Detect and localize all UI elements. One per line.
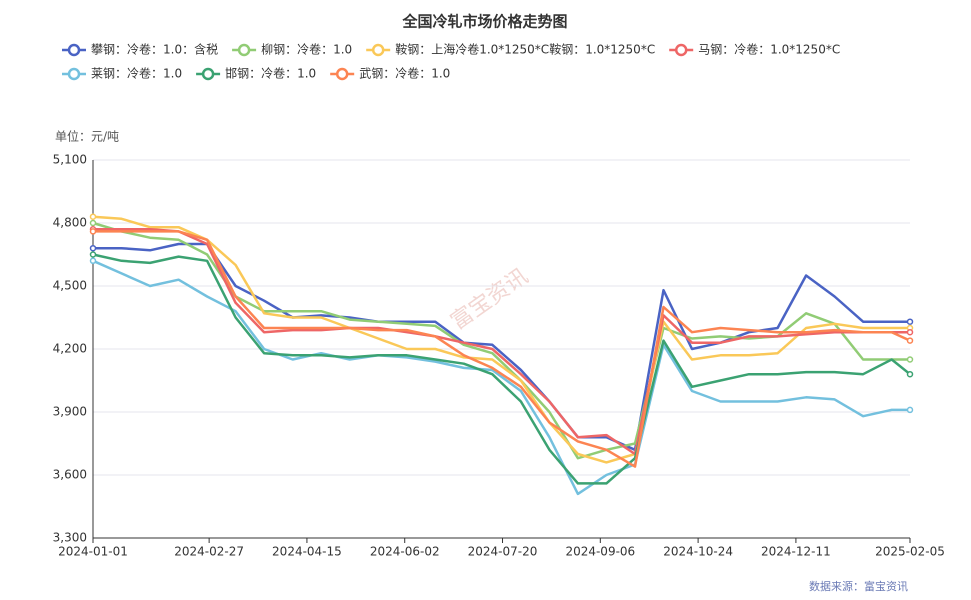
end-point <box>89 257 97 265</box>
y-tick-label: 4,200 <box>53 342 87 356</box>
legend-label: 柳钢：冷卷：1.0 <box>261 42 352 57</box>
legend-label: 武钢：冷卷：1.0 <box>359 66 450 81</box>
x-tick-label: 2025-02-05 <box>875 545 945 559</box>
legend-marker <box>67 67 81 81</box>
y-tick-label: 4,500 <box>53 279 87 293</box>
end-point <box>906 356 914 363</box>
x-tick-label: 2024-06-02 <box>370 545 440 559</box>
legend-item: 攀钢：冷卷：1.0：含税 <box>62 42 218 57</box>
legend-marker <box>237 43 251 57</box>
series-line <box>92 215 910 464</box>
watermark: 富宝资讯 <box>446 264 532 335</box>
legend-marker <box>674 43 688 57</box>
legend-item: 邯钢：冷卷：1.0 <box>196 66 316 81</box>
legend-label: 马钢：冷卷：1.0*1250*C <box>698 42 840 57</box>
legend-item: 武钢：冷卷：1.0 <box>330 66 450 81</box>
end-point <box>89 213 97 220</box>
y-axis-label: 单位：元/吨 <box>55 129 119 144</box>
legend-item: 柳钢：冷卷：1.0 <box>232 42 352 57</box>
x-tick-label: 2024-09-06 <box>565 545 635 559</box>
y-tick-label: 4,800 <box>53 216 87 230</box>
end-point <box>906 328 914 336</box>
legend-marker <box>67 43 81 57</box>
x-tick-label: 2024-12-11 <box>761 545 831 559</box>
legend-item: 鞍钢：上海冷卷1.0*1250*C鞍钢：1.0*1250*C <box>366 42 655 57</box>
end-point <box>89 219 97 227</box>
legend-label: 莱钢：冷卷：1.0 <box>91 66 182 81</box>
x-tick-label: 2024-01-01 <box>58 545 128 559</box>
legend-label: 攀钢：冷卷：1.0：含税 <box>91 42 218 57</box>
source: 数据来源：富宝资讯 <box>809 579 908 593</box>
legend-marker <box>335 67 349 81</box>
end-point <box>906 406 914 414</box>
legend-label: 鞍钢：上海冷卷1.0*1250*C鞍钢：1.0*1250*C <box>395 42 655 57</box>
y-tick-label: 3,600 <box>53 468 87 482</box>
end-point <box>906 337 914 344</box>
end-point <box>906 318 914 325</box>
y-tick-label: 3,900 <box>53 405 87 419</box>
legend-item: 马钢：冷卷：1.0*1250*C <box>669 42 840 57</box>
series-line <box>93 230 911 468</box>
chart-title: 全国冷轧市场价格走势图 <box>401 13 567 31</box>
y-tick-label: 3,300 <box>53 531 87 545</box>
x-tick-label: 2024-04-15 <box>272 545 342 559</box>
end-point <box>89 228 97 235</box>
x-tick-label: 2024-07-20 <box>468 545 538 559</box>
y-tick-label: 5,100 <box>53 153 87 167</box>
legend-label: 邯钢：冷卷：1.0 <box>225 66 316 81</box>
series-line <box>93 242 910 452</box>
legend-marker <box>371 43 385 57</box>
series-line <box>93 228 910 456</box>
end-point <box>906 370 914 378</box>
x-tick-label: 2024-02-27 <box>174 545 244 559</box>
end-point <box>89 244 97 252</box>
x-tick-label: 2024-10-24 <box>663 545 733 559</box>
legend-marker <box>201 67 215 81</box>
series-line <box>92 253 911 485</box>
end-point <box>89 251 97 258</box>
legend-item: 莱钢：冷卷：1.0 <box>62 66 182 81</box>
